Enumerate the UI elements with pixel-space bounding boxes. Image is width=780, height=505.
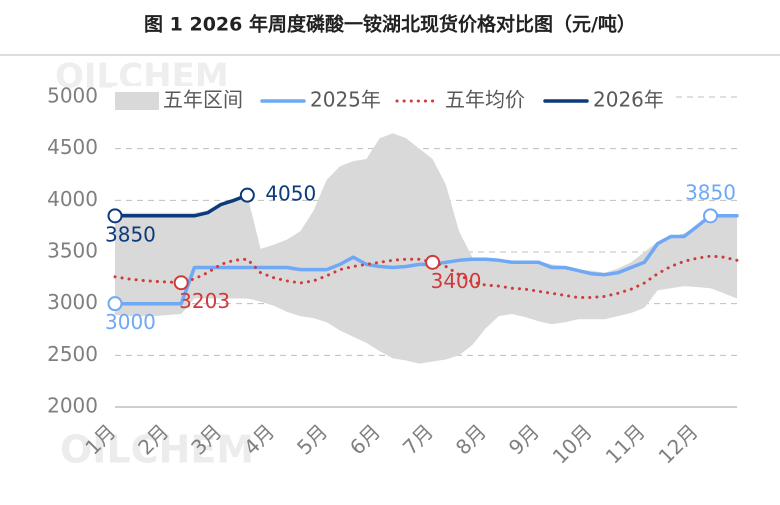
series-line [113,193,250,218]
data-label: 3400 [431,269,482,293]
chart-title: 图 1 2026 年周度磷酸一铵湖北现货价格对比图（元/吨） [144,13,636,36]
data-label: 4050 [265,182,316,206]
range-band [115,133,737,364]
legend-label: 2026年 [593,88,664,112]
point-marker [173,275,189,291]
legend-swatch [115,92,159,110]
point-marker [425,254,441,270]
data-label: 3850 [685,180,736,204]
data-label: 3850 [105,222,156,246]
y-tick-label: 3000 [47,290,98,314]
y-tick-label: 2000 [47,394,98,418]
y-tick-label: 2500 [47,342,98,366]
y-tick-label: 4000 [47,187,98,211]
legend-label: 五年均价 [445,88,525,112]
data-label: 3000 [105,310,156,334]
legend-label: 五年区间 [163,88,243,112]
y-tick-label: 4500 [47,135,98,159]
point-marker [107,208,123,224]
legend: 五年区间 2025年 五年均价 2026年 [112,86,672,116]
point-marker [107,296,123,312]
watermark: OILCHEM [60,428,254,472]
point-marker [703,208,719,224]
y-tick-label: 3500 [47,239,98,263]
data-label: 3203 [179,289,230,313]
legend-label: 2025年 [310,88,381,112]
point-marker [239,187,255,203]
y-tick-label: 5000 [47,84,98,108]
